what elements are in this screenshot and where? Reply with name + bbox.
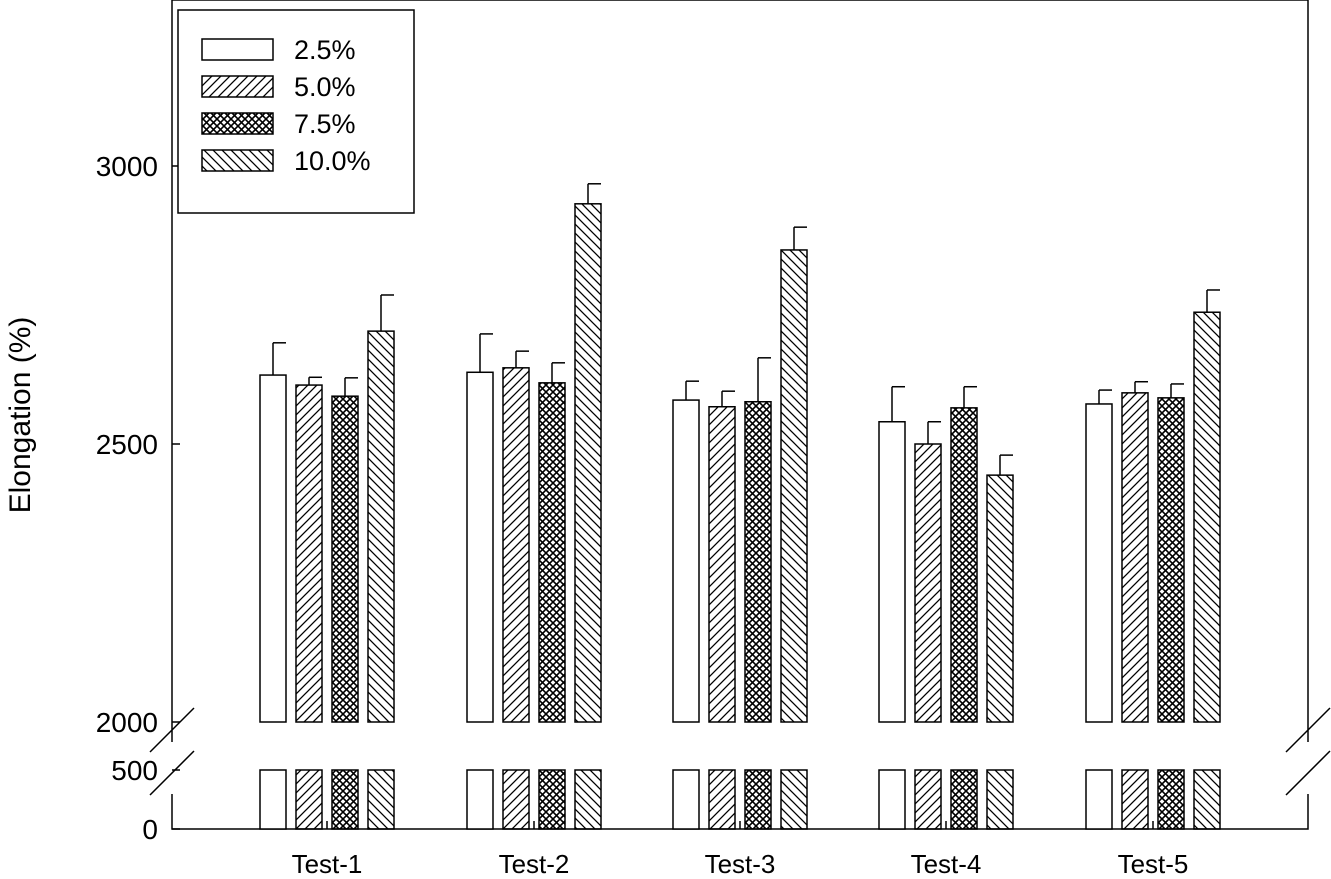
y-axis-label: Elongation (%) — [4, 317, 37, 514]
bar-lower-test-2-7.5% — [538, 769, 566, 830]
y-tick-label: 2500 — [96, 429, 158, 460]
y-tick-label: 0 — [142, 814, 158, 845]
bar-test-3-10.0% — [780, 249, 808, 723]
axes: 0 500 2000 2500 3000 Test-1 Test-2 Test-3 Test-4… — [96, 0, 1331, 879]
bar-test-4-10.0% — [986, 474, 1014, 723]
bar-test-5-7.5% — [1157, 397, 1185, 723]
bar-lower-test-3-10.0% — [780, 769, 808, 830]
x-tick-label: Test-1 — [292, 849, 363, 879]
bar-test-2-2.5% — [466, 371, 494, 723]
y-tick-label: 500 — [111, 755, 158, 786]
bar-lower-test-1-7.5% — [331, 769, 359, 830]
legend: 2.5% 5.0% 7.5% 10.0% — [177, 9, 415, 214]
bar-lower-test-1-2.5% — [259, 769, 287, 830]
bar-test-2-7.5% — [538, 382, 566, 723]
bar-lower-test-2-10.0% — [574, 769, 602, 830]
bar-lower-test-4-10.0% — [986, 769, 1014, 830]
bar-test-5-2.5% — [1085, 403, 1113, 723]
x-tick-label: Test-5 — [1118, 849, 1189, 879]
bar-lower-test-2-2.5% — [466, 769, 494, 830]
bar-lower-test-4-7.5% — [950, 769, 978, 830]
legend-swatch — [201, 75, 274, 98]
bar-test-1-2.5% — [259, 374, 287, 723]
bar-lower-test-4-2.5% — [878, 769, 906, 830]
legend-label: 10.0% — [294, 146, 371, 176]
y-tick-label: 2000 — [96, 707, 158, 738]
legend-swatch — [201, 149, 274, 172]
axis-break-marks — [149, 707, 1331, 796]
y-tick-label: 3000 — [96, 151, 158, 182]
bar-lower-test-5-5.0% — [1121, 769, 1149, 830]
x-tick-label: Test-2 — [499, 849, 570, 879]
bar-test-2-10.0% — [574, 203, 602, 723]
bar-test-1-7.5% — [331, 395, 359, 723]
bar-test-1-5.0% — [295, 384, 323, 723]
bar-lower-test-1-10.0% — [367, 769, 395, 830]
bar-lower-test-5-7.5% — [1157, 769, 1185, 830]
legend-swatch — [201, 112, 274, 135]
bar-lower-test-3-5.0% — [708, 769, 736, 830]
legend-swatch — [201, 38, 274, 61]
bar-lower-test-1-5.0% — [295, 769, 323, 830]
bar-lower-test-4-5.0% — [914, 769, 942, 830]
bar-test-4-2.5% — [878, 421, 906, 723]
bar-lower-test-3-7.5% — [744, 769, 772, 830]
bar-lower-test-2-5.0% — [502, 769, 530, 830]
bar-test-3-5.0% — [708, 405, 736, 723]
bar-test-5-5.0% — [1121, 392, 1149, 723]
bar-test-4-5.0% — [914, 443, 942, 723]
bar-test-1-10.0% — [367, 330, 395, 723]
bar-lower-test-5-10.0% — [1193, 769, 1221, 830]
x-tick-label: Test-4 — [911, 849, 982, 879]
bar-lower-test-5-2.5% — [1085, 769, 1113, 830]
bar-test-3-2.5% — [672, 399, 700, 723]
x-tick-label: Test-3 — [705, 849, 776, 879]
bar-test-3-7.5% — [744, 400, 772, 723]
bars — [259, 183, 1221, 830]
legend-label: 2.5% — [294, 35, 356, 65]
bar-test-4-7.5% — [950, 407, 978, 723]
bar-lower-test-3-2.5% — [672, 769, 700, 830]
bar-test-5-10.0% — [1193, 311, 1221, 723]
legend-label: 7.5% — [294, 109, 356, 139]
bar-test-2-5.0% — [502, 367, 530, 723]
legend-label: 5.0% — [294, 72, 356, 102]
